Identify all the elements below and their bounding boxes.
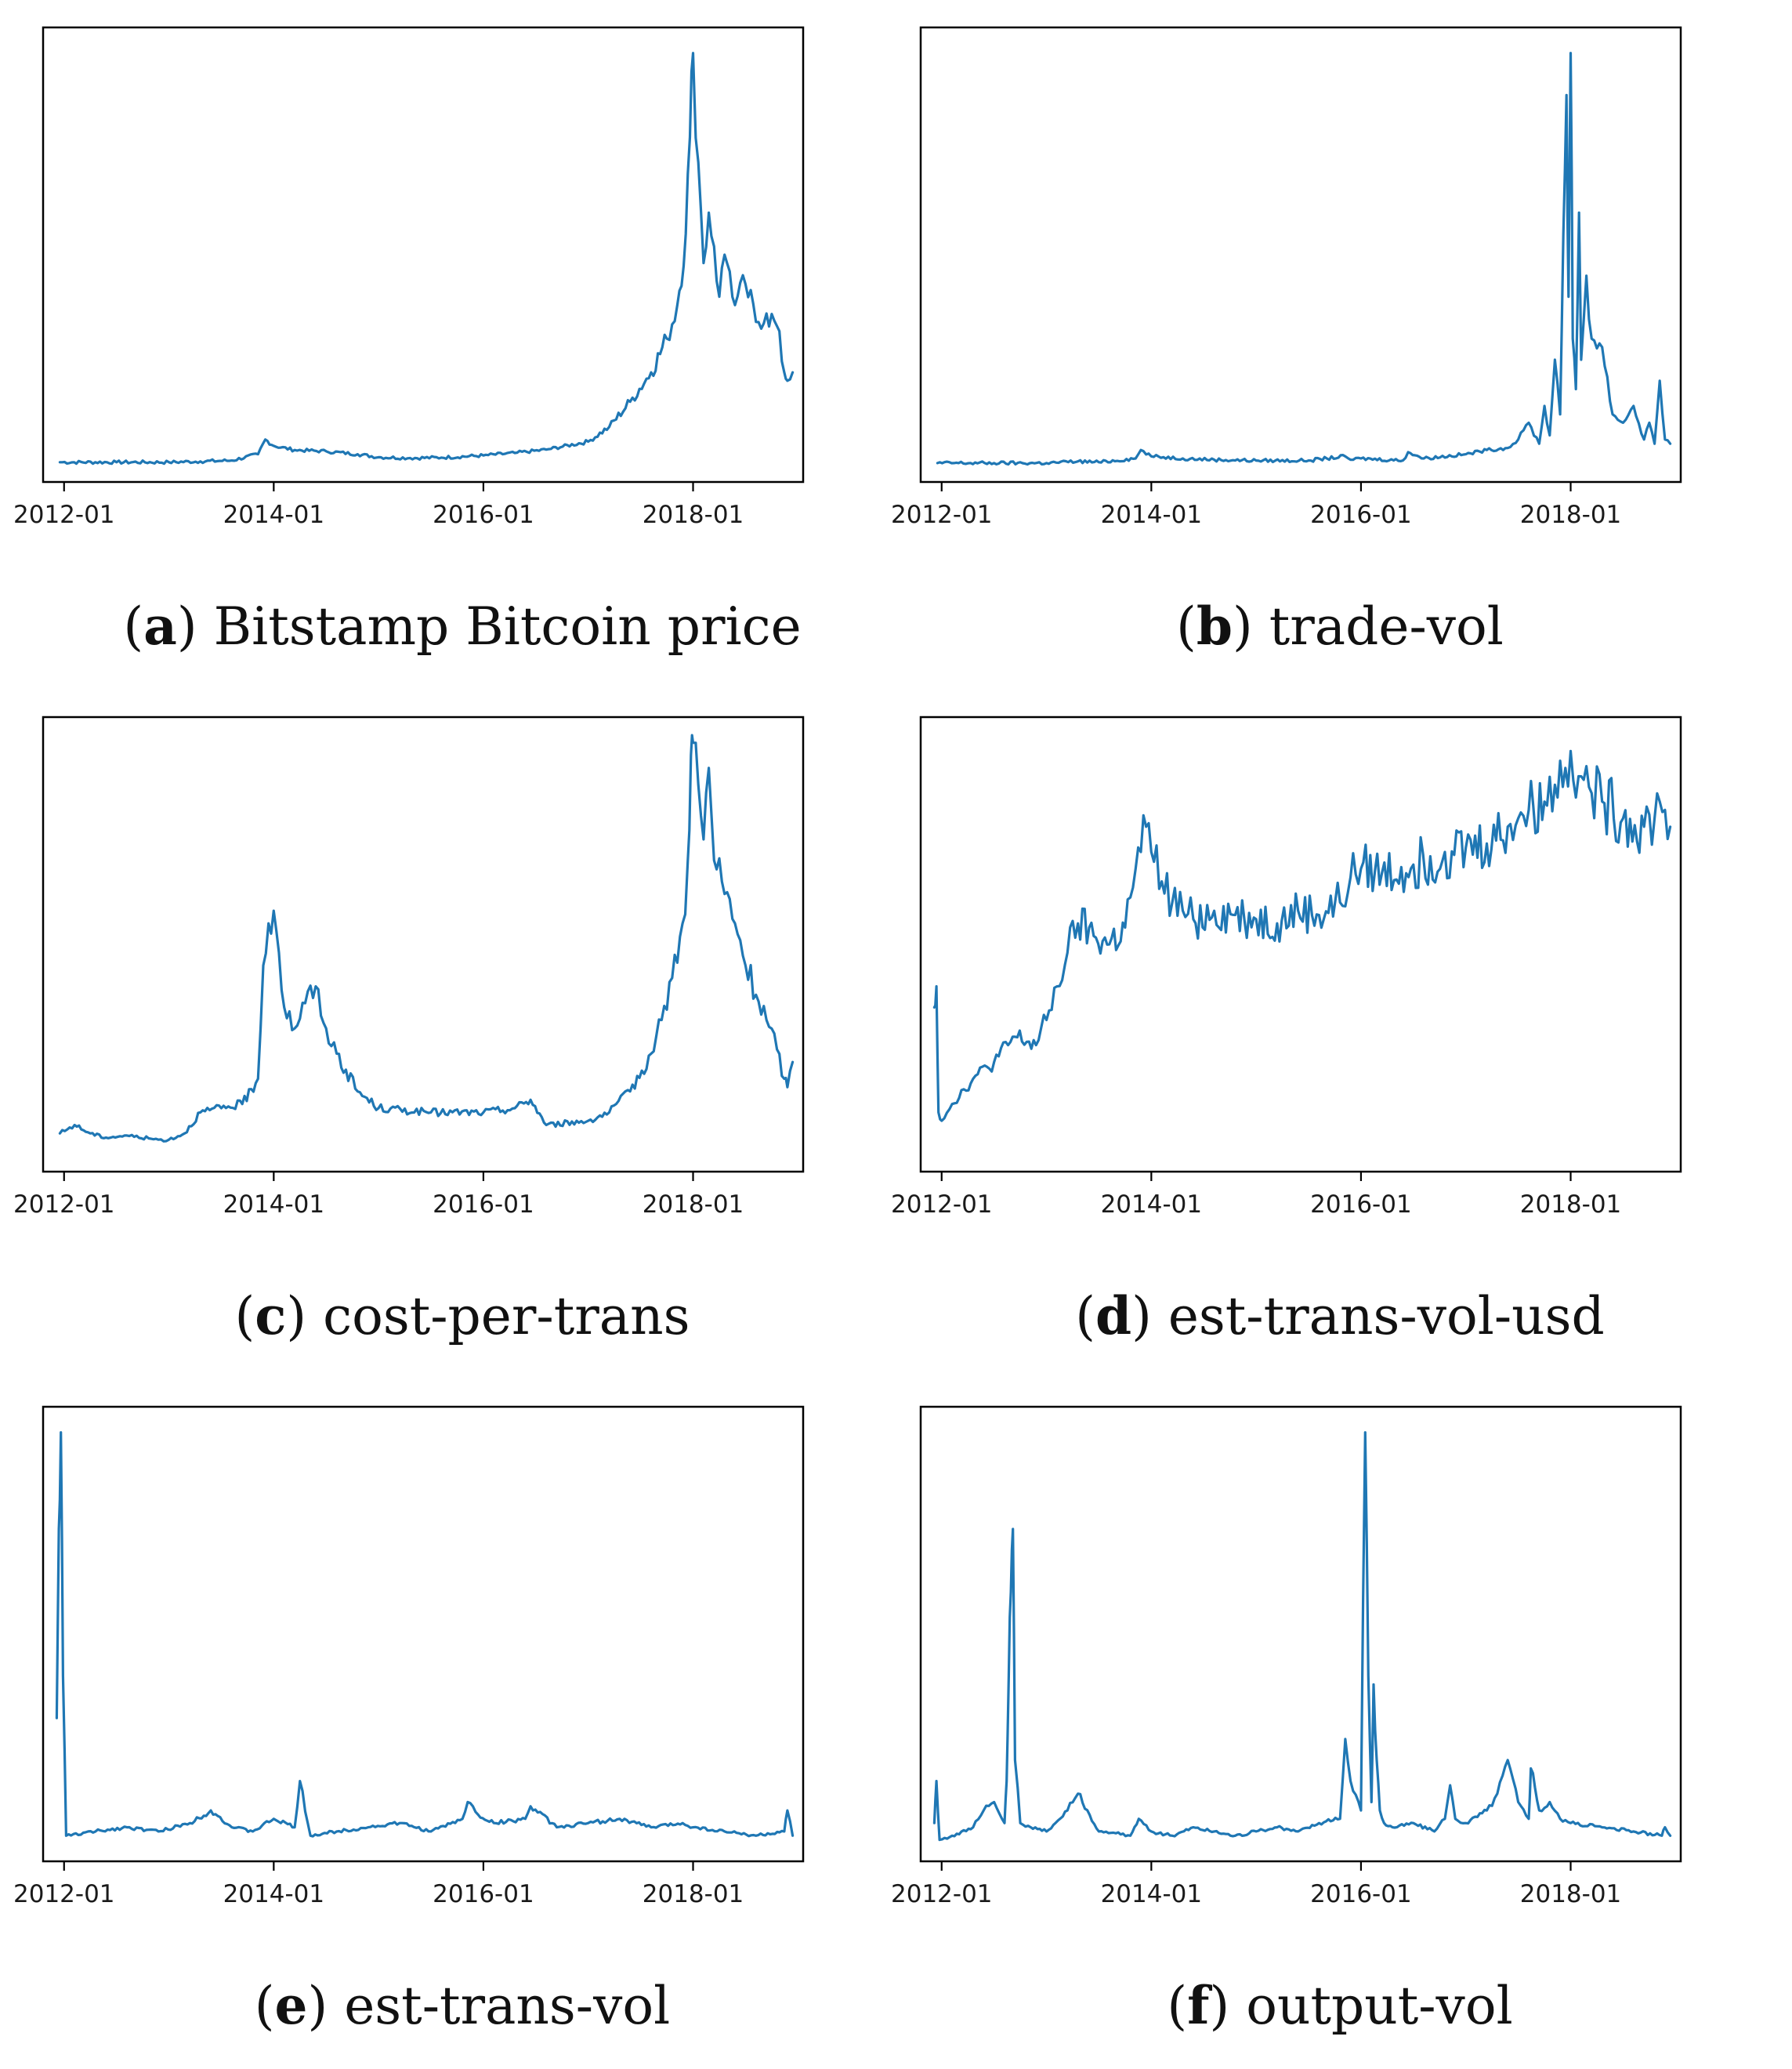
x-tick-label: 2012-01	[891, 1880, 993, 1908]
axes-frame	[42, 1405, 805, 1863]
chart-a: 2012-01 2014-01 2016-01 2018-01	[13, 26, 805, 529]
caption-letter: f	[1187, 1975, 1210, 2036]
x-tick-label: 2014-01	[223, 1880, 325, 1908]
x-tick-label: 2012-01	[13, 1190, 115, 1219]
caption-letter: d	[1095, 1285, 1132, 1346]
chart-d: 2012-01 2014-01 2016-01 2018-01	[891, 716, 1682, 1219]
axes-frame	[919, 716, 1682, 1173]
series-line	[932, 749, 1672, 1122]
panel-c: 2012-01 2014-01 2016-01 2018-01 (c) cost-pe…	[13, 705, 893, 1379]
caption-c: (c) cost-per-trans	[234, 1285, 690, 1346]
panel-a: 2012-01 2014-01 2016-01 2018-01 (a) Bitstam…	[13, 16, 893, 690]
x-tick-label: 2018-01	[1520, 1880, 1622, 1908]
x-tick-label: 2016-01	[433, 1880, 534, 1908]
x-tick-label: 2014-01	[1101, 501, 1203, 529]
chart-e: 2012-01 2014-01 2016-01 2018-01	[13, 1405, 805, 1908]
x-tick-label: 2012-01	[13, 501, 115, 529]
caption-letter: a	[143, 596, 177, 657]
panel-b: 2012-01 2014-01 2016-01 2018-01 (b) trade-v…	[891, 16, 1771, 690]
panel-f: 2012-01 2014-01 2016-01 2018-01 (f) output-…	[891, 1395, 1771, 2069]
axes-frame	[42, 716, 805, 1173]
caption-f: (f) output-vol	[1167, 1975, 1513, 2036]
caption-title: output-vol	[1246, 1976, 1513, 2036]
x-tick-label: 2014-01	[223, 501, 325, 529]
series-line	[55, 1431, 795, 1838]
x-tick-label: 2018-01	[1520, 501, 1622, 529]
panel-d: 2012-01 2014-01 2016-01 2018-01 (d) est-tra…	[891, 705, 1771, 1379]
x-tick-label: 2016-01	[433, 501, 534, 529]
x-tick-label: 2012-01	[891, 1190, 993, 1219]
chart-f: 2012-01 2014-01 2016-01 2018-01	[891, 1405, 1682, 1908]
x-tick-label: 2014-01	[223, 1190, 325, 1219]
x-tick-label: 2016-01	[1310, 1880, 1412, 1908]
caption-title: cost-per-trans	[323, 1286, 690, 1346]
x-tick-label: 2014-01	[1101, 1190, 1203, 1219]
caption-title: trade-vol	[1269, 596, 1504, 657]
caption-e: (e) est-trans-vol	[254, 1975, 671, 2036]
caption-letter: e	[274, 1975, 308, 2036]
series-line	[936, 52, 1672, 466]
caption-b: (b) trade-vol	[1176, 596, 1504, 657]
caption-letter: b	[1196, 596, 1233, 657]
x-tick-label: 2012-01	[13, 1880, 115, 1908]
x-tick-label: 2018-01	[643, 501, 744, 529]
chart-c: 2012-01 2014-01 2016-01 2018-01	[13, 716, 805, 1219]
chart-b: 2012-01 2014-01 2016-01 2018-01	[891, 26, 1682, 529]
series-line	[58, 734, 795, 1143]
x-tick-label: 2018-01	[643, 1880, 744, 1908]
series-line	[58, 52, 795, 466]
x-tick-label: 2016-01	[433, 1190, 534, 1219]
caption-title: est-trans-vol-usd	[1168, 1286, 1605, 1346]
panel-e: 2012-01 2014-01 2016-01 2018-01 (e) est-tra…	[13, 1395, 893, 2069]
caption-title: Bitstamp Bitcoin price	[213, 596, 802, 657]
x-tick-label: 2018-01	[1520, 1190, 1622, 1219]
caption-a: (a) Bitstamp Bitcoin price	[123, 596, 802, 657]
caption-title: est-trans-vol	[344, 1976, 671, 2036]
caption-letter: c	[255, 1285, 287, 1346]
axes-frame	[42, 26, 805, 484]
x-tick-label: 2014-01	[1101, 1880, 1203, 1908]
x-tick-label: 2016-01	[1310, 501, 1412, 529]
caption-d: (d) est-trans-vol-usd	[1075, 1285, 1605, 1346]
axes-frame	[919, 1405, 1682, 1863]
x-tick-label: 2016-01	[1310, 1190, 1412, 1219]
x-tick-label: 2012-01	[891, 501, 993, 529]
x-tick-label: 2018-01	[643, 1190, 744, 1219]
axes-frame	[919, 26, 1682, 484]
series-line	[932, 1431, 1672, 1842]
